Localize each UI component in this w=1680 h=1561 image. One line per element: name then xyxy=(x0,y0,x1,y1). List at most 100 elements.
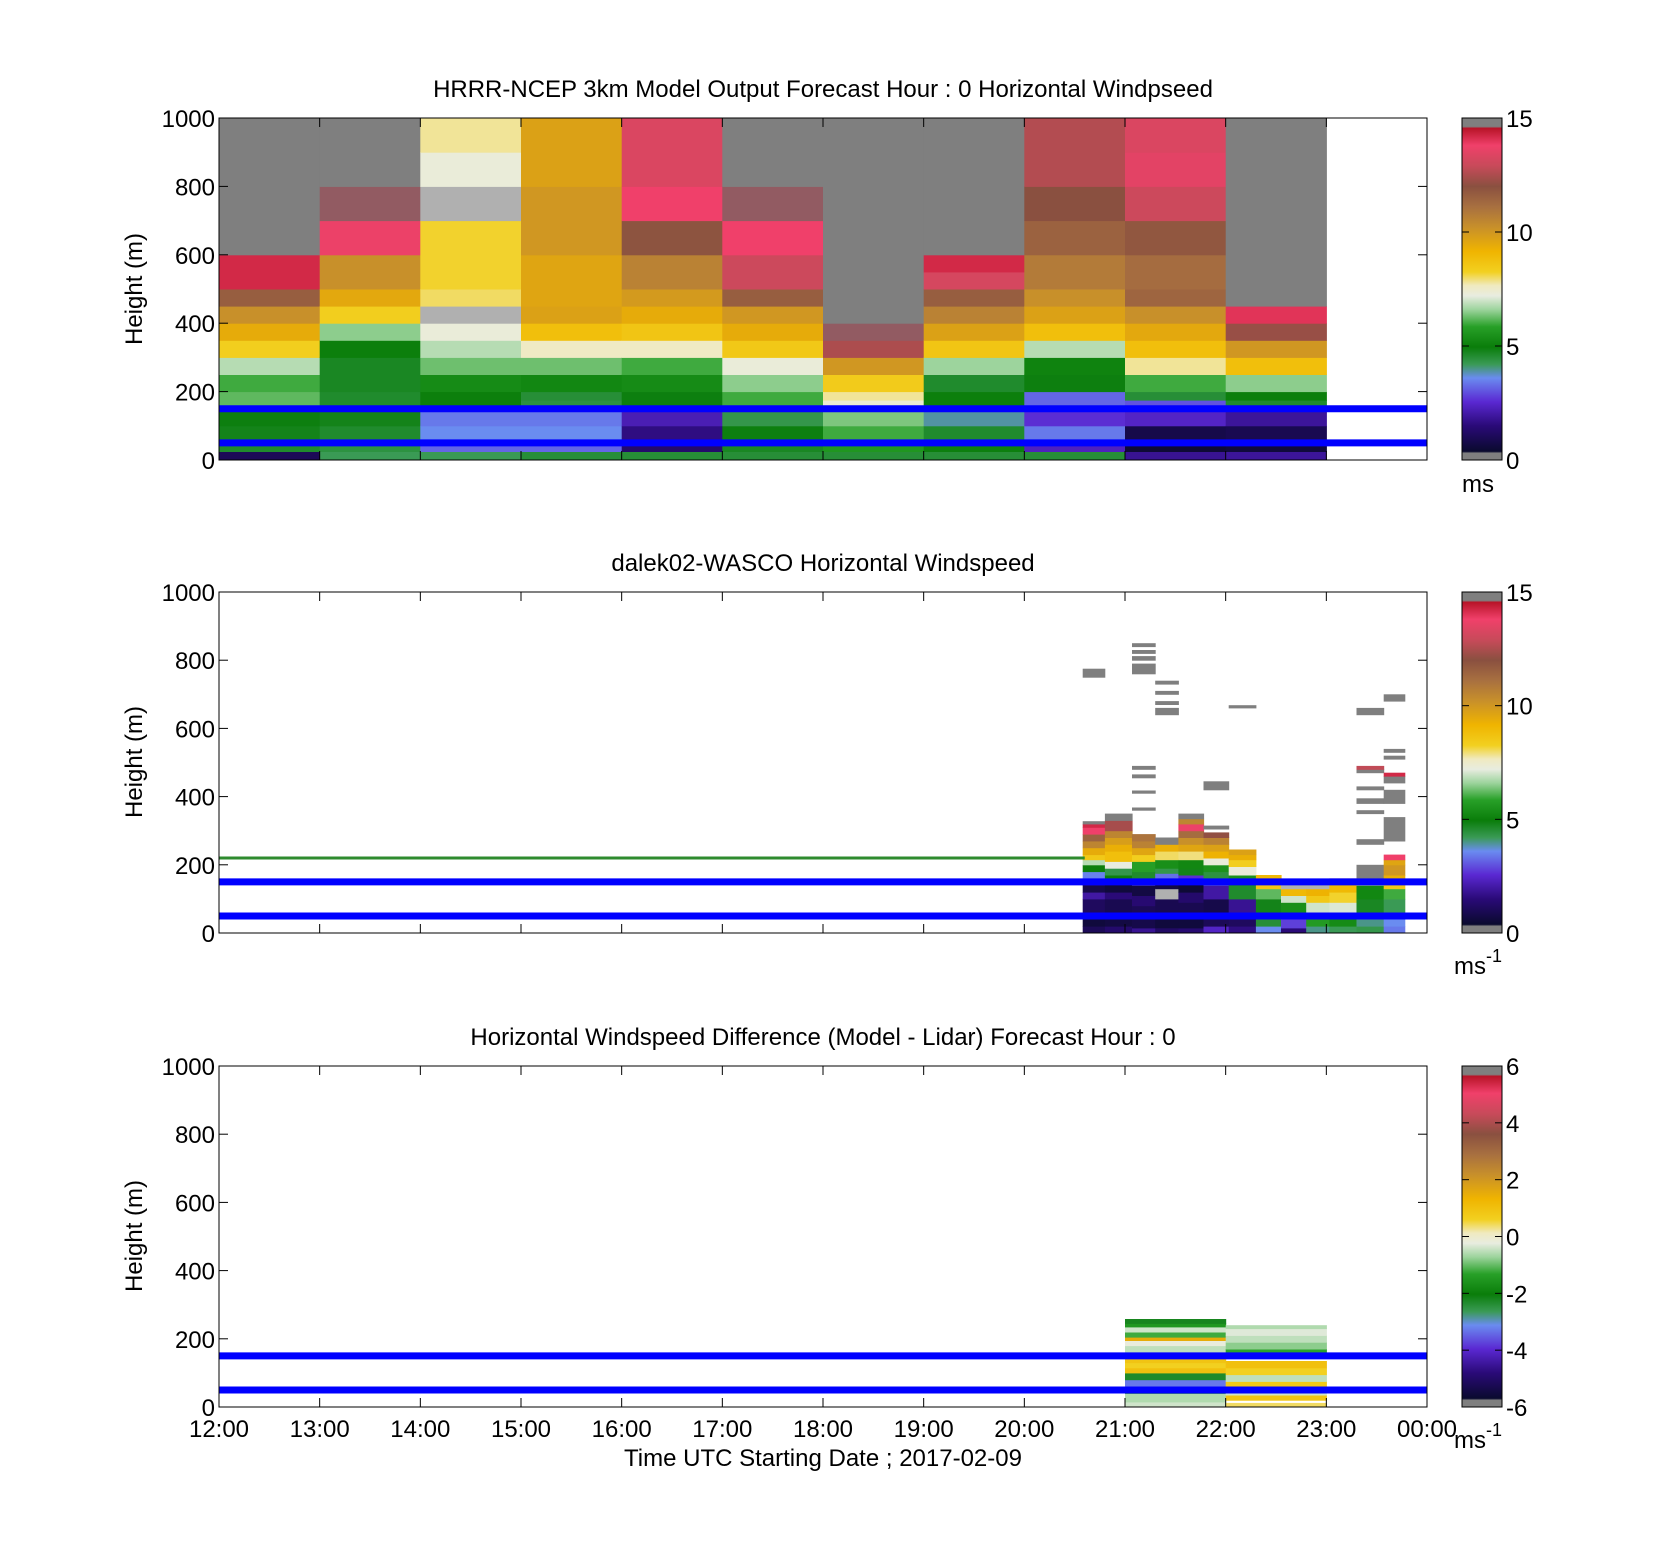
heatmap-cell xyxy=(1125,374,1227,393)
x-tick-label: 00:00 xyxy=(1397,1416,1457,1443)
y-tick-label: 200 xyxy=(175,380,215,407)
y-tick-label: 1000 xyxy=(162,580,215,607)
heatmap-cell xyxy=(1356,798,1385,804)
heatmap-cell xyxy=(319,340,421,358)
heatmap-cell xyxy=(1228,859,1257,867)
heatmap-cell xyxy=(1155,927,1179,933)
heatmap-cell xyxy=(923,374,1025,393)
heatmap-cell xyxy=(1155,844,1179,852)
heatmap-cell xyxy=(1306,895,1330,903)
heatmap-cell xyxy=(1178,892,1205,903)
heatmap-cell xyxy=(722,357,824,375)
heatmap-cell xyxy=(1024,425,1126,444)
y-axis-label-lidar: Height (m) xyxy=(121,706,148,818)
colorbar-unit-base-difference: ms xyxy=(1454,1427,1486,1454)
heatmap-cell xyxy=(319,186,421,222)
heatmap-cell xyxy=(823,323,925,341)
heatmap-cell xyxy=(1104,844,1133,852)
heatmap-cell xyxy=(1383,776,1406,784)
heatmap-cell xyxy=(1132,861,1156,873)
heatmap-cell xyxy=(1125,408,1227,427)
heatmap-cell xyxy=(1125,1393,1227,1403)
heatmap-cell xyxy=(923,340,1025,358)
heatmap-cell xyxy=(319,254,421,290)
x-tick-label: 20:00 xyxy=(994,1416,1054,1443)
heatmap-cell xyxy=(823,400,925,410)
heatmap-cell xyxy=(1082,840,1106,849)
heatmap-cell xyxy=(1125,1337,1227,1341)
heatmap-cell xyxy=(1383,898,1406,913)
heatmap-cell xyxy=(1225,1361,1327,1369)
heatmap-cell xyxy=(1132,854,1156,862)
heatmap-cell xyxy=(1082,871,1106,879)
heatmap-cell xyxy=(521,425,623,444)
heatmap-cell xyxy=(1155,701,1179,705)
heatmap-cell xyxy=(923,357,1025,375)
heatmap-cell xyxy=(1356,839,1385,845)
heatmap-cell xyxy=(1306,926,1330,933)
colorbar-tick-label: 6 xyxy=(1506,1054,1519,1081)
y-tick-label: 800 xyxy=(175,648,215,675)
chart-title-lidar: dalek02-WASCO Horizontal Windspeed xyxy=(611,550,1034,577)
colorbar-tick-label: 0 xyxy=(1506,1225,1519,1252)
heatmap-cell xyxy=(722,451,824,460)
heatmap-cell xyxy=(1329,902,1358,913)
heatmap-cell xyxy=(1082,864,1106,873)
heatmap-cell xyxy=(1132,656,1156,661)
heatmap-cell xyxy=(621,408,723,427)
heatmap-cell xyxy=(1203,885,1230,900)
x-tick-label: 13:00 xyxy=(290,1416,350,1443)
heatmap-cell xyxy=(1132,650,1156,654)
x-tick-label: 19:00 xyxy=(894,1416,954,1443)
heatmap-cell xyxy=(219,408,321,427)
heatmap-cell xyxy=(1383,888,1406,900)
heatmap-cell xyxy=(521,374,623,393)
colorbar-tick-label: 2 xyxy=(1506,1168,1519,1195)
panel-lidar: dalek02-WASCO Horizontal Windspeed Heigh… xyxy=(121,550,1533,980)
reference-lines-model xyxy=(219,405,1427,447)
x-tick-label: 18:00 xyxy=(793,1416,853,1443)
heatmap-cell xyxy=(1024,357,1126,375)
x-tick-label: 15:00 xyxy=(491,1416,551,1443)
colorbar-ticks-model: 0 5 10 15 xyxy=(1462,106,1533,475)
heatmap-cell xyxy=(1356,786,1385,791)
heatmap-cell xyxy=(1132,871,1156,879)
heatmap-cell xyxy=(923,425,1025,444)
heatmap-cell xyxy=(621,340,723,358)
heatmap-cell xyxy=(722,425,824,444)
colorbar-unit-lidar: ms-1 xyxy=(1454,946,1502,980)
heatmap-cell xyxy=(1132,790,1156,794)
heatmap-cell xyxy=(1203,898,1230,913)
heatmap-cell xyxy=(1024,323,1126,341)
reference-lines-lidar xyxy=(219,856,1427,920)
heatmap-cell xyxy=(219,340,321,358)
heatmap-cell xyxy=(1132,807,1156,811)
heatmap-cell xyxy=(219,391,321,410)
heatmap-cell xyxy=(1132,927,1156,933)
colorbar-tick-label: 15 xyxy=(1506,580,1533,607)
heatmap-cell xyxy=(420,186,522,222)
y-tick-label: 1000 xyxy=(162,106,215,133)
heatmap-cell xyxy=(621,425,723,444)
heatmap-cell xyxy=(1082,898,1106,913)
y-tick-label: 0 xyxy=(202,448,215,475)
heatmap-cell xyxy=(420,289,522,307)
heatmap-cell xyxy=(1125,1401,1227,1407)
heatmap-cell xyxy=(1203,926,1230,933)
heatmap-cells-model xyxy=(219,118,1327,460)
heatmap-cell xyxy=(722,391,824,410)
heatmap-cell xyxy=(1383,748,1406,753)
heatmap-cell xyxy=(1125,323,1227,341)
heatmap-cell xyxy=(1225,1328,1327,1336)
heatmap-cell xyxy=(1024,186,1126,222)
heatmap-cell xyxy=(923,118,1025,256)
heatmap-cell xyxy=(1383,859,1406,866)
heatmap-cell xyxy=(1255,888,1282,900)
heatmap-cell xyxy=(521,442,623,452)
heatmap-cell xyxy=(420,442,522,452)
heatmap-cell xyxy=(521,391,623,401)
heatmap-cell xyxy=(1104,881,1133,893)
heatmap-cell xyxy=(1155,680,1179,685)
heatmap-cell xyxy=(1125,254,1227,290)
heatmap-cell xyxy=(1178,868,1205,876)
